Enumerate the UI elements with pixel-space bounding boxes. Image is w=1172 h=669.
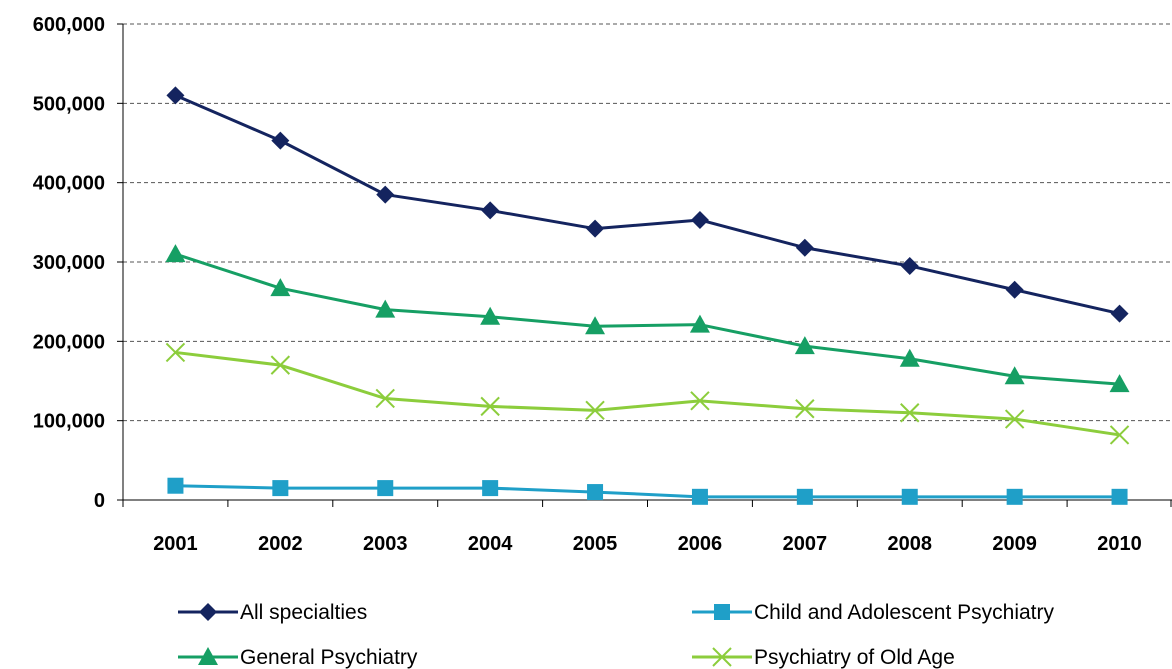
data-point <box>376 185 395 204</box>
data-point <box>270 278 291 297</box>
data-point <box>691 488 708 505</box>
data-point <box>900 403 920 423</box>
data-point <box>481 201 500 220</box>
legend-item: All specialties <box>178 601 367 624</box>
series-all-specialties <box>166 86 1129 323</box>
data-point <box>480 306 501 325</box>
data-point <box>377 480 394 497</box>
x-tick-label: 2006 <box>678 533 723 555</box>
series-line <box>175 350 1120 437</box>
x-tick-label: 2001 <box>153 533 198 555</box>
data-point <box>690 391 710 411</box>
gridlines <box>123 23 1172 422</box>
legend-label: Psychiatry of Old Age <box>754 646 955 669</box>
data-point <box>1004 366 1025 385</box>
data-point <box>689 314 710 333</box>
legend-item: Child and Adolescent Psychiatry <box>692 601 1054 624</box>
series-line <box>175 484 1120 499</box>
data-point <box>901 488 918 505</box>
y-tick-label: 600,000 <box>33 14 105 36</box>
x-tick-label: 2003 <box>363 533 408 555</box>
legend-item: General Psychiatry <box>178 646 418 669</box>
y-tick-label: 200,000 <box>33 331 105 353</box>
legend-label: All specialties <box>240 601 367 624</box>
y-tick-label: 400,000 <box>33 173 105 195</box>
data-point <box>375 299 396 318</box>
data-point <box>1109 425 1130 445</box>
data-point <box>900 256 919 275</box>
data-point <box>272 480 289 497</box>
legend-marker <box>199 603 217 621</box>
data-series <box>165 86 1130 505</box>
data-point <box>271 131 290 150</box>
x-tick-label: 2010 <box>1097 533 1142 555</box>
x-tick-label: 2004 <box>468 533 513 555</box>
y-axis-tick-labels: 0 100,000 200,000 300,000 400,000 500,000 600,… <box>33 14 105 512</box>
series-psychiatry-of-old-age <box>165 342 1130 445</box>
series-line <box>174 94 1120 316</box>
data-point <box>166 86 185 105</box>
data-point <box>585 316 606 335</box>
data-point <box>586 219 605 238</box>
legend-label: Child and Adolescent Psychiatry <box>754 601 1054 624</box>
data-point <box>690 210 709 229</box>
legend-marker <box>712 647 732 667</box>
legend-marker <box>198 647 218 665</box>
legend-marker <box>714 604 730 620</box>
data-point <box>795 399 815 419</box>
y-tick-label: 100,000 <box>33 411 105 433</box>
x-tick-label: 2008 <box>888 533 933 555</box>
data-point <box>794 336 815 355</box>
data-point <box>165 342 186 363</box>
series-child-and-adolescent-psychiatry <box>167 477 1128 505</box>
x-tick-label: 2005 <box>573 533 618 555</box>
data-point <box>899 348 920 367</box>
series-line <box>174 252 1120 386</box>
x-tick-label: 2002 <box>258 533 303 555</box>
data-point <box>1109 374 1130 393</box>
data-point <box>1005 280 1024 299</box>
data-point <box>1004 409 1025 429</box>
x-tick-label: 2007 <box>783 533 828 555</box>
data-point <box>1110 304 1129 323</box>
data-point <box>167 477 184 494</box>
data-point <box>796 488 813 505</box>
data-point <box>375 388 395 409</box>
data-point <box>1006 488 1023 505</box>
legend-item: Psychiatry of Old Age <box>692 646 955 669</box>
x-tick-label: 2009 <box>992 533 1037 555</box>
y-tick-label: 300,000 <box>33 252 105 274</box>
legend-label: General Psychiatry <box>240 646 418 669</box>
legend: All specialties Child and Adolescent Psyc… <box>178 601 1054 669</box>
data-point <box>1111 488 1128 505</box>
data-point <box>795 238 814 257</box>
x-axis-tick-labels: 2001 2002 2003 2004 2005 2006 2007 2008 2009 2010 <box>153 533 1142 555</box>
axes <box>117 23 1172 507</box>
y-tick-label: 500,000 <box>33 93 105 115</box>
data-point <box>482 480 499 497</box>
series-general-psychiatry <box>165 244 1130 393</box>
data-point <box>587 484 604 501</box>
y-tick-label: 0 <box>94 490 105 512</box>
data-point <box>165 244 186 263</box>
data-point <box>585 400 605 421</box>
data-point <box>480 396 500 417</box>
data-point <box>270 355 291 375</box>
